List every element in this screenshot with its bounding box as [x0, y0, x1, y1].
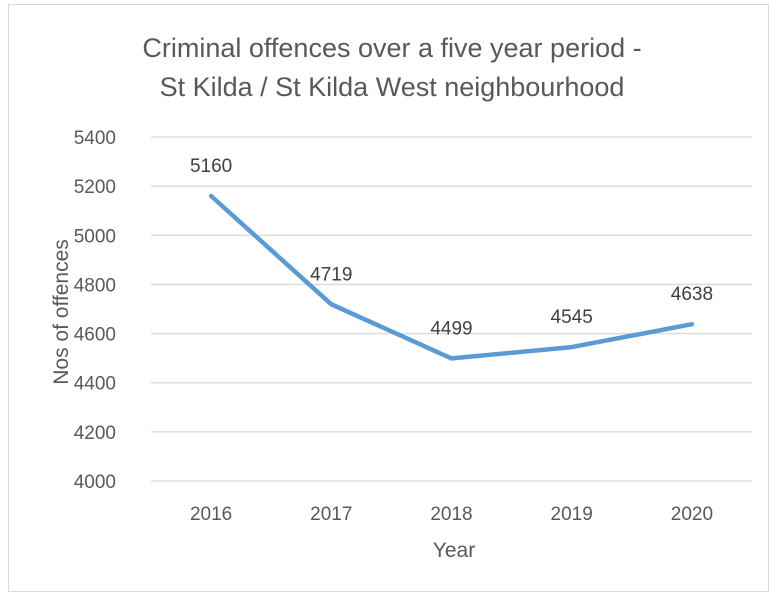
y-axis-ticks: 4000 4200 4400 4600 4800 5000 5200 5400 — [74, 128, 116, 493]
chart-title: Criminal offences over a five year perio… — [142, 33, 641, 102]
y-tick-label: 4800 — [74, 275, 116, 296]
x-tick-label: 2017 — [310, 504, 352, 525]
y-tick-label: 4600 — [74, 325, 116, 346]
chart-title-line-1: Criminal offences over a five year perio… — [142, 33, 641, 63]
chart-frame — [8, 4, 769, 592]
x-tick-label: 2018 — [430, 504, 472, 525]
x-tick-label: 2016 — [190, 504, 232, 525]
data-label: 5160 — [190, 156, 232, 177]
gridlines — [151, 136, 752, 482]
x-tick-label: 2020 — [671, 504, 713, 525]
x-tick-label: 2019 — [551, 504, 593, 525]
y-axis-title: Nos of offences — [50, 239, 73, 385]
y-tick-label: 4000 — [74, 472, 116, 493]
data-label: 4545 — [551, 307, 593, 328]
series-line — [208, 193, 695, 361]
series-layer — [208, 193, 695, 361]
x-axis-ticks: 2016 2017 2018 2019 2020 — [190, 504, 713, 525]
data-labels: 5160 4719 4499 4545 4638 — [190, 156, 713, 339]
data-label: 4638 — [671, 284, 713, 305]
y-tick-label: 5400 — [74, 128, 116, 149]
y-tick-label: 4200 — [74, 423, 116, 444]
chart-title-line-2: St Kilda / St Kilda West neighbourhood — [160, 72, 625, 102]
x-axis-title: Year — [433, 539, 475, 562]
y-tick-label: 5000 — [74, 226, 116, 247]
y-tick-label: 4400 — [74, 374, 116, 395]
data-label: 4499 — [430, 318, 472, 339]
y-tick-label: 5200 — [74, 177, 116, 198]
data-label: 4719 — [310, 264, 352, 285]
